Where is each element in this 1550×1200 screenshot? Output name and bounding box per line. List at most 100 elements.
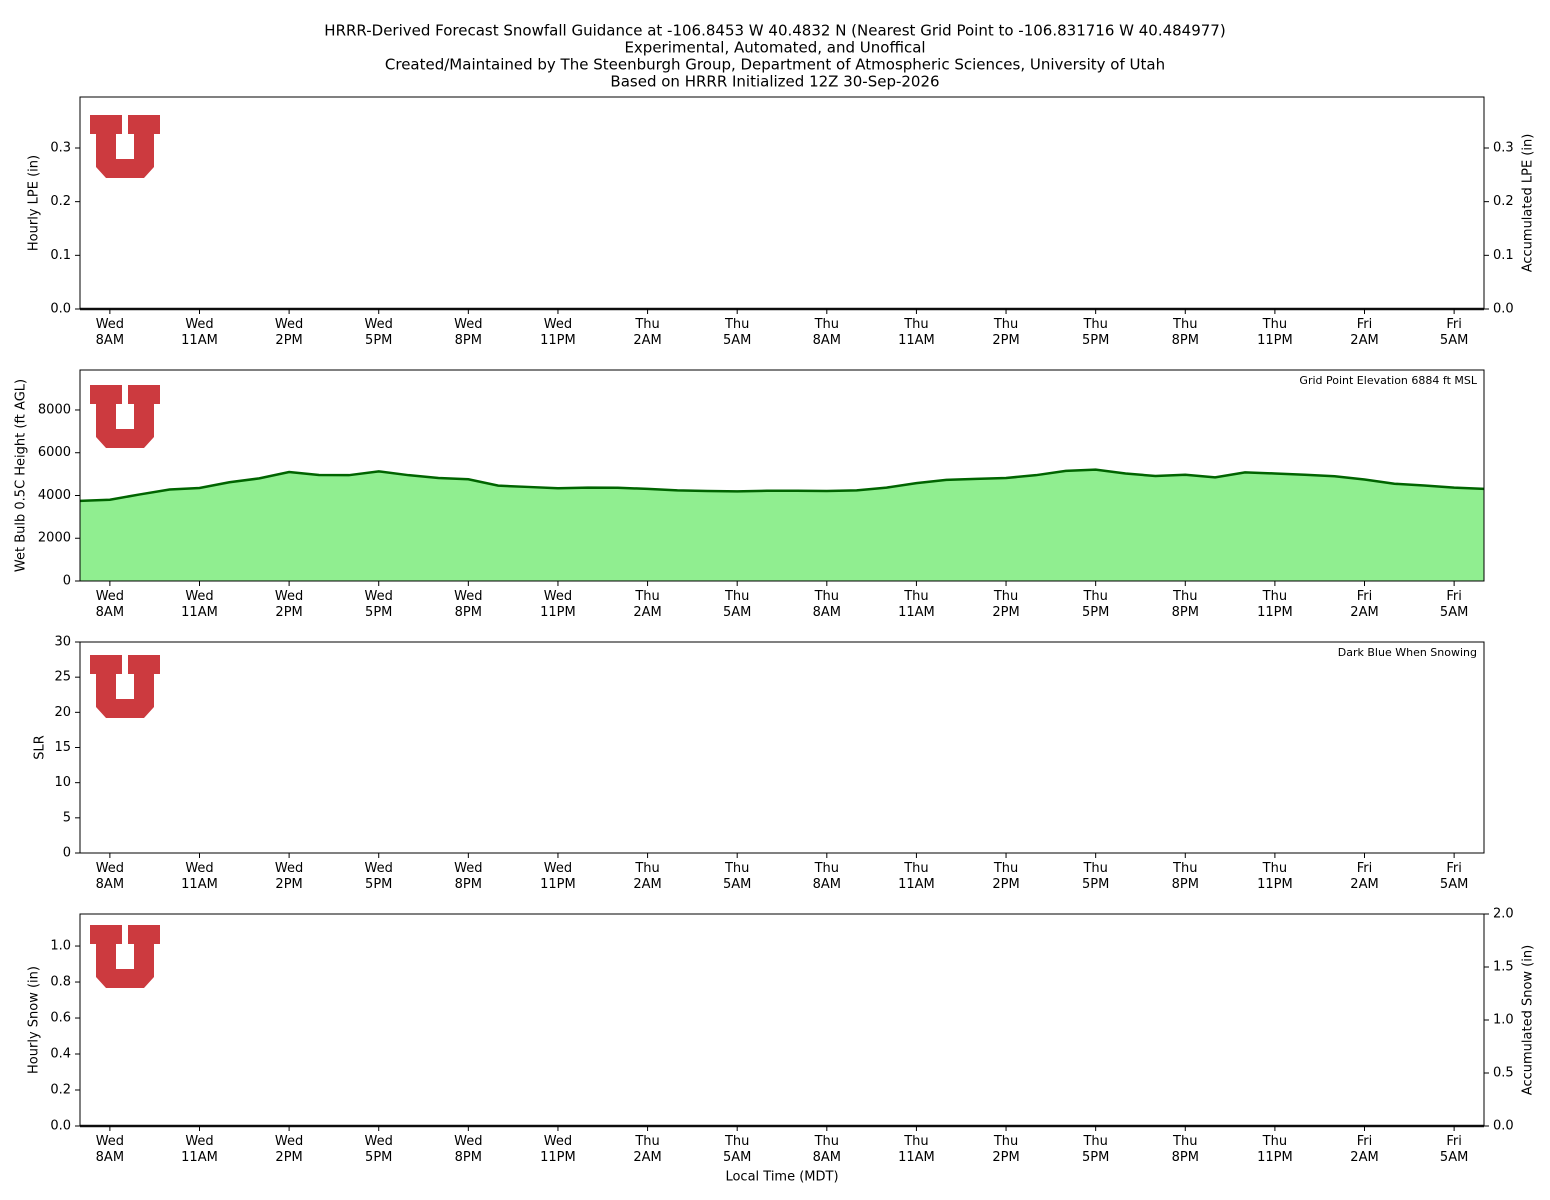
x-tick-label: Thu 8PM	[1171, 589, 1199, 620]
x-tick-label: Wed 8AM	[95, 317, 125, 348]
x-tick-label: Thu 2PM	[992, 589, 1020, 620]
y-tick-label: 5	[63, 810, 71, 825]
x-tick-label: Thu 11PM	[1257, 317, 1293, 348]
x-tick-label: Thu 8PM	[1171, 861, 1199, 892]
x-tick-label: Thu 2AM	[633, 1134, 662, 1165]
x-tick-label: Thu 5AM	[722, 589, 752, 620]
x-tick-label: Thu 11PM	[1257, 589, 1293, 620]
title-line: Experimental, Automated, and Unoffical	[624, 39, 925, 57]
y-tick-label: 0.8	[50, 975, 71, 990]
x-tick-label: Thu 11AM	[898, 317, 935, 348]
y-axis-label: SLR	[33, 735, 48, 760]
line	[79, 468, 1485, 503]
plot-frame	[79, 96, 1485, 310]
x-tick-label: Thu 8AM	[812, 589, 841, 620]
x-tick-label: Wed 2PM	[274, 589, 304, 620]
x-tick-label: Wed 11PM	[540, 317, 576, 348]
plot-frame	[79, 369, 1485, 582]
y2-axis-label: Accumulated Snow (in)	[1521, 945, 1536, 1095]
title-line: Created/Maintained by The Steenburgh Gro…	[385, 56, 1165, 74]
title-line: HRRR-Derived Forecast Snowfall Guidance …	[324, 22, 1225, 40]
x-tick-label: Thu 11PM	[1257, 861, 1293, 892]
logo	[90, 385, 160, 448]
x-tick-label: Thu 11AM	[898, 589, 935, 620]
x-tick-label: Thu 5AM	[722, 317, 752, 348]
y2-tick-label: 1.0	[1493, 1013, 1514, 1028]
x-tick-label: Wed 5PM	[364, 589, 393, 620]
area	[80, 469, 1484, 581]
y-tick-label: 25	[54, 670, 71, 685]
plot-frame	[79, 641, 1485, 854]
y2-tick-label: 0.0	[1493, 302, 1514, 317]
x-tick-label: Thu 11AM	[898, 1134, 935, 1165]
title-line: Based on HRRR Initialized 12Z 30-Sep-202…	[610, 73, 939, 91]
x-tick-label: Fri 5AM	[1439, 1134, 1469, 1165]
logo	[90, 115, 160, 178]
y-tick-label: 0.0	[50, 302, 71, 317]
x-tick-label: Thu 11PM	[1257, 1134, 1293, 1165]
x-tick-label: Wed 8PM	[454, 317, 483, 348]
y2-tick-label: 0.2	[1493, 194, 1514, 209]
y-tick-label: 30	[54, 635, 71, 650]
annotation: Grid Point Elevation 6884 ft MSL	[1299, 374, 1477, 387]
x-tick-label: Wed 5PM	[364, 861, 393, 892]
y-tick-label: 0.4	[50, 1047, 71, 1062]
y-tick-label: 15	[54, 740, 71, 755]
x-tick-label: Wed 8PM	[454, 861, 483, 892]
y2-tick-label: 0.0	[1493, 1119, 1514, 1134]
x-tick-label: Thu 5AM	[722, 861, 752, 892]
y2-tick-label: 0.5	[1493, 1066, 1514, 1081]
x-tick-label: Wed 11AM	[181, 317, 218, 348]
x-tick-label: Wed 11AM	[181, 1134, 218, 1165]
y-tick-label: 10	[54, 775, 71, 790]
x-tick-label: Thu 8PM	[1171, 317, 1199, 348]
y2-tick-label: 1.5	[1493, 960, 1514, 975]
x-tick-label: Thu 8AM	[812, 1134, 841, 1165]
y-tick-label: 0.0	[50, 1119, 71, 1134]
y-tick-label: 0.2	[50, 194, 71, 209]
x-tick-label: Wed 2PM	[274, 317, 304, 348]
x-tick-label: Wed 5PM	[364, 1134, 393, 1165]
x-tick-label: Fri 5AM	[1439, 317, 1469, 348]
x-tick-label: Wed 8PM	[454, 589, 483, 620]
x-tick-label: Thu 8AM	[812, 317, 841, 348]
y-tick-label: 0.6	[50, 1011, 71, 1026]
x-tick-label: Wed 11PM	[540, 1134, 576, 1165]
x-tick-label: Thu 5PM	[1081, 589, 1110, 620]
y-tick-label: 0	[63, 574, 71, 589]
x-tick-label: Thu 8PM	[1171, 1134, 1199, 1165]
x-tick-label: Thu 2PM	[992, 317, 1020, 348]
y-tick-label: 0.1	[50, 248, 71, 263]
x-tick-label: Wed 11PM	[540, 589, 576, 620]
y-axis-label: Hourly Snow (in)	[27, 966, 42, 1074]
y-axis-label: Hourly LPE (in)	[27, 155, 42, 251]
x-tick-label: Thu 8AM	[812, 861, 841, 892]
y-tick-label: 8000	[38, 402, 71, 417]
x-tick-label: Wed 11AM	[181, 861, 218, 892]
x-tick-label: Fri 2AM	[1350, 317, 1379, 348]
logo	[90, 655, 160, 718]
x-tick-label: Thu 2AM	[633, 589, 662, 620]
y-tick-label: 0.3	[50, 140, 71, 155]
x-tick-label: Fri 2AM	[1350, 1134, 1379, 1165]
x-tick-label: Wed 11PM	[540, 861, 576, 892]
logo	[90, 925, 160, 988]
x-tick-label: Fri 2AM	[1350, 861, 1379, 892]
x-axis-label: Local Time (MDT)	[725, 1170, 838, 1185]
y-tick-label: 2000	[38, 531, 71, 546]
x-tick-label: Fri 2AM	[1350, 589, 1379, 620]
x-tick-label: Thu 2PM	[992, 1134, 1020, 1165]
y-tick-label: 20	[54, 705, 71, 720]
x-tick-label: Fri 5AM	[1439, 589, 1469, 620]
y-tick-label: 0	[63, 846, 71, 861]
x-tick-label: Thu 2AM	[633, 317, 662, 348]
x-tick-label: Wed 8AM	[95, 1134, 125, 1165]
x-tick-label: Wed 11AM	[181, 589, 218, 620]
y-tick-label: 1.0	[50, 939, 71, 954]
plot-frame	[79, 913, 1485, 1127]
x-tick-label: Wed 2PM	[274, 861, 304, 892]
y-tick-label: 0.2	[50, 1083, 71, 1098]
y-axis-label: Wet Bulb 0.5C Height (ft AGL)	[14, 379, 29, 572]
